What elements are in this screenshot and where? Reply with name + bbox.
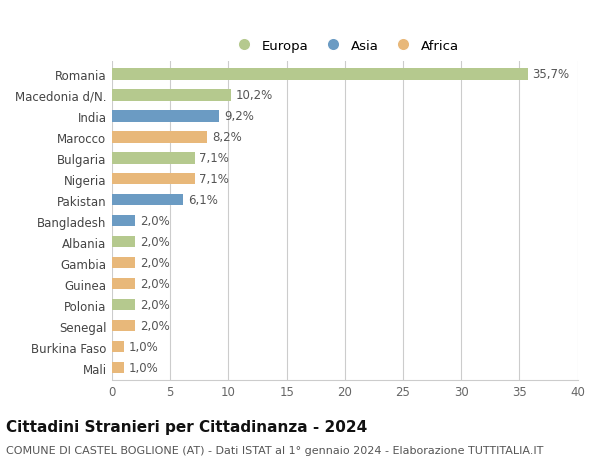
Text: 9,2%: 9,2% — [224, 110, 254, 123]
Text: Cittadini Stranieri per Cittadinanza - 2024: Cittadini Stranieri per Cittadinanza - 2… — [6, 419, 367, 434]
Bar — [112, 215, 136, 227]
Bar — [112, 278, 136, 290]
Text: COMUNE DI CASTEL BOGLIONE (AT) - Dati ISTAT al 1° gennaio 2024 - Elaborazione TU: COMUNE DI CASTEL BOGLIONE (AT) - Dati IS… — [6, 445, 544, 455]
Bar — [112, 195, 183, 206]
Text: 10,2%: 10,2% — [235, 89, 272, 102]
Text: 2,0%: 2,0% — [140, 319, 170, 332]
Bar — [112, 69, 527, 80]
Bar — [112, 236, 136, 248]
Bar — [112, 90, 231, 101]
Bar — [112, 299, 136, 311]
Bar — [112, 362, 124, 374]
Bar — [112, 111, 219, 122]
Legend: Europa, Asia, Africa: Europa, Asia, Africa — [228, 37, 462, 55]
Bar — [112, 174, 194, 185]
Text: 1,0%: 1,0% — [128, 340, 158, 353]
Text: 7,1%: 7,1% — [199, 152, 229, 165]
Text: 2,0%: 2,0% — [140, 257, 170, 269]
Text: 6,1%: 6,1% — [188, 194, 218, 207]
Text: 2,0%: 2,0% — [140, 278, 170, 291]
Text: 35,7%: 35,7% — [532, 68, 569, 81]
Text: 2,0%: 2,0% — [140, 235, 170, 249]
Bar — [112, 257, 136, 269]
Text: 2,0%: 2,0% — [140, 298, 170, 311]
Bar — [112, 132, 208, 143]
Text: 8,2%: 8,2% — [212, 131, 242, 144]
Bar — [112, 341, 124, 353]
Bar — [112, 320, 136, 332]
Text: 1,0%: 1,0% — [128, 361, 158, 374]
Text: 7,1%: 7,1% — [199, 173, 229, 186]
Text: 2,0%: 2,0% — [140, 215, 170, 228]
Bar — [112, 153, 194, 164]
